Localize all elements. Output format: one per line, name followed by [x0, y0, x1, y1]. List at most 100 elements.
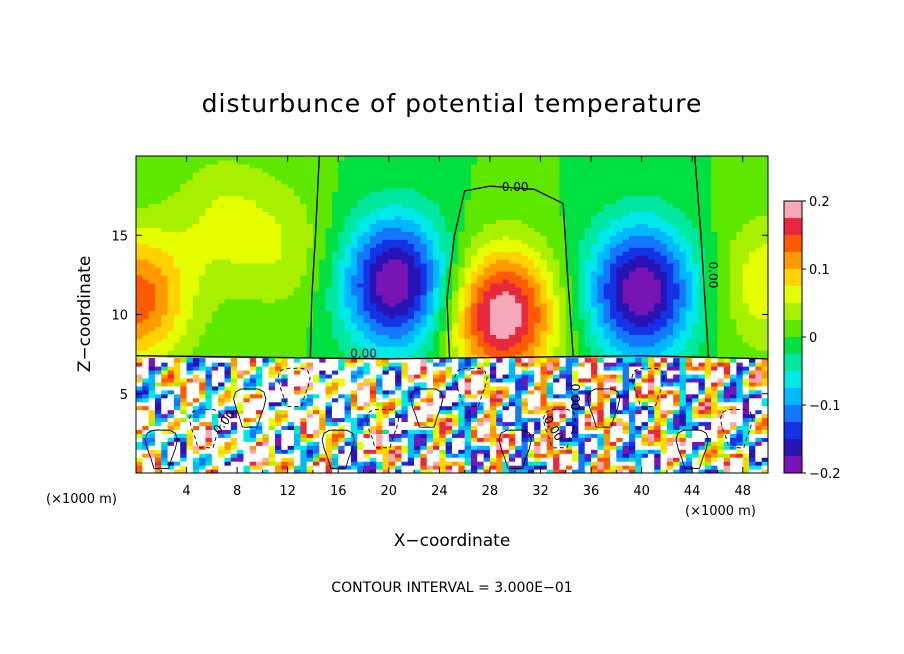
- field-cell: [470, 223, 478, 228]
- field-cell: [591, 183, 598, 189]
- field-cell: [502, 191, 510, 197]
- field-cell: [540, 251, 548, 256]
- field-cell: [275, 266, 282, 272]
- field-cell: [464, 159, 472, 165]
- field-cell: [464, 318, 472, 324]
- field-cell: [338, 223, 346, 228]
- field-cell: [496, 243, 504, 248]
- field-cell: [654, 243, 662, 248]
- field-cell: [597, 156, 605, 161]
- field-cell: [628, 223, 636, 228]
- field-cell: [249, 175, 257, 181]
- field-cell: [237, 211, 245, 217]
- field-cell: [136, 171, 143, 177]
- field-cell: [508, 251, 516, 256]
- field-cell: [300, 211, 308, 217]
- field-cell: [350, 270, 358, 276]
- field-cell: [433, 179, 440, 185]
- field-cell: [230, 223, 238, 228]
- field-cell: [319, 294, 327, 300]
- field-cell: [420, 326, 428, 331]
- field-cell: [698, 235, 706, 240]
- field-cell: [641, 338, 649, 343]
- field-cell: [502, 243, 510, 248]
- field-cell: [376, 207, 384, 213]
- field-cell: [173, 199, 181, 205]
- field-cell: [401, 342, 409, 347]
- field-cell: [723, 354, 731, 359]
- field-cell: [711, 306, 719, 312]
- field-cell: [142, 203, 150, 209]
- field-cell: [578, 294, 586, 300]
- field-cell: [281, 223, 289, 228]
- field-cell: [192, 207, 200, 213]
- field-cell: [306, 171, 314, 177]
- field-cell: [527, 286, 535, 292]
- field-cell: [483, 326, 491, 331]
- field-cell: [395, 243, 403, 248]
- field-cell: [218, 243, 226, 248]
- field-cell: [647, 251, 655, 256]
- field-cell: [369, 278, 377, 284]
- field-cell: [502, 318, 510, 324]
- field-cell: [136, 203, 143, 209]
- field-cell: [199, 223, 207, 228]
- field-cell: [679, 270, 687, 276]
- field-cell: [395, 231, 403, 236]
- field-cell: [749, 298, 756, 304]
- field-cell: [597, 187, 605, 193]
- field-cell: [660, 274, 668, 280]
- field-cell: [679, 262, 687, 268]
- field-cell: [382, 262, 390, 268]
- field-cell: [167, 211, 175, 217]
- field-cell: [666, 203, 674, 209]
- field-cell: [489, 219, 497, 224]
- field-cell: [237, 227, 245, 232]
- field-cell: [647, 255, 655, 260]
- field-cell: [363, 255, 371, 260]
- field-cell: [161, 183, 169, 189]
- field-cell: [192, 167, 200, 173]
- field-cell: [433, 239, 440, 244]
- field-cell: [679, 227, 687, 232]
- field-cell: [723, 156, 731, 161]
- field-cell: [704, 326, 712, 331]
- field-cell: [243, 314, 251, 320]
- field-cell: [287, 251, 295, 256]
- field-cell: [161, 211, 169, 217]
- field-cell: [294, 163, 301, 169]
- field-cell: [199, 199, 207, 205]
- field-cell: [578, 231, 586, 236]
- field-cell: [426, 318, 434, 324]
- field-cell: [433, 302, 440, 308]
- field-cell: [584, 171, 592, 177]
- field-cell: [218, 183, 226, 189]
- field-cell: [300, 342, 308, 347]
- field-cell: [546, 274, 554, 280]
- field-cell: [154, 282, 162, 288]
- field-cell: [736, 171, 744, 177]
- field-cell: [167, 231, 175, 236]
- field-cell: [325, 191, 333, 197]
- field-cell: [344, 298, 352, 304]
- field-cell: [470, 286, 478, 292]
- field-cell: [218, 290, 226, 296]
- field-cell: [407, 167, 415, 173]
- field-cell: [350, 163, 358, 169]
- field-cell: [452, 223, 459, 228]
- field-cell: [275, 338, 282, 343]
- field-cell: [363, 223, 371, 228]
- field-cell: [723, 223, 731, 228]
- field-cell: [148, 156, 156, 161]
- field-cell: [344, 243, 352, 248]
- field-cell: [553, 270, 561, 276]
- field-cell: [281, 167, 289, 173]
- field-cell: [186, 334, 194, 339]
- field-cell: [660, 294, 668, 300]
- field-cell: [395, 227, 403, 232]
- field-cell: [325, 156, 333, 161]
- field-cell: [452, 175, 459, 181]
- field-cell: [287, 171, 295, 177]
- field-cell: [647, 286, 655, 292]
- field-cell: [312, 243, 320, 248]
